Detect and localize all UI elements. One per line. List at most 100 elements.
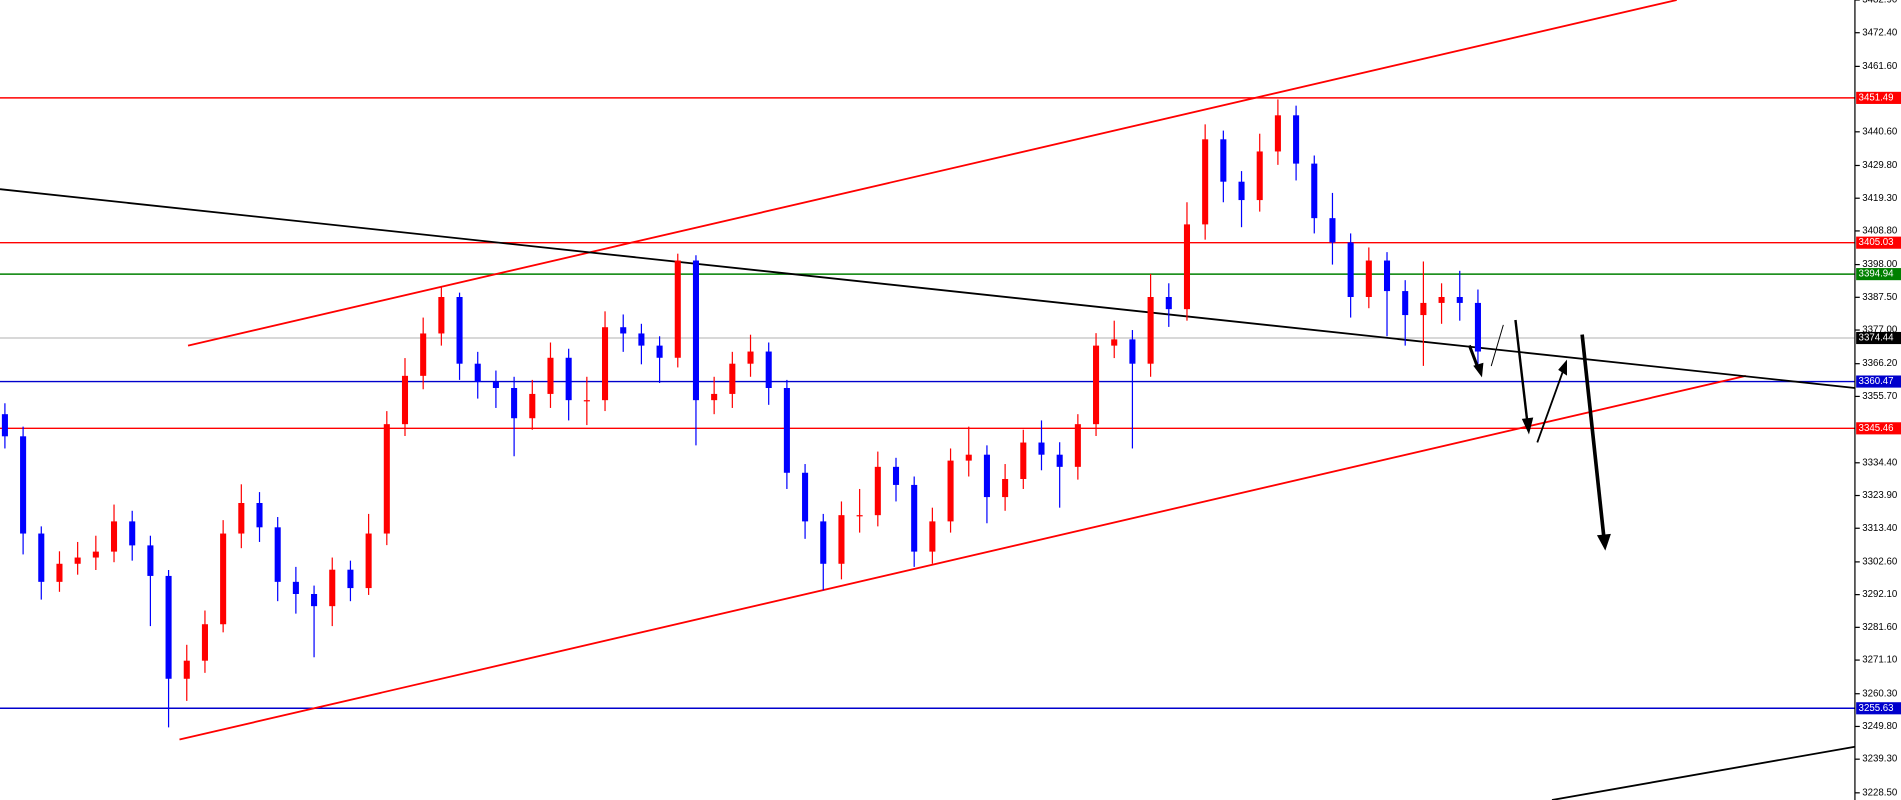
candle	[1311, 155, 1318, 234]
price-tag	[1856, 331, 1901, 345]
candle-body	[420, 333, 427, 376]
candle-body	[765, 351, 772, 389]
candle	[56, 551, 63, 592]
candle-body	[1256, 151, 1263, 201]
candle-body	[1474, 302, 1481, 352]
candle	[1456, 270, 1463, 321]
candle	[729, 351, 736, 408]
candle	[620, 314, 627, 352]
candle	[1383, 252, 1391, 337]
candle	[238, 484, 245, 549]
y-tick-label: 3387.50	[1862, 292, 1898, 303]
candle	[311, 585, 318, 658]
candle-body	[74, 557, 81, 564]
candle	[602, 311, 609, 412]
price-tag	[1856, 268, 1901, 281]
price-tag-label: 3451.49	[1859, 92, 1894, 103]
candle-body	[1111, 339, 1118, 346]
y-tick-label: 3239.30	[1862, 754, 1898, 765]
candle-body	[1456, 297, 1463, 303]
candle	[129, 510, 136, 561]
candle-body	[347, 569, 354, 589]
y-tick-label: 3398.00	[1862, 259, 1898, 270]
candle	[20, 426, 27, 555]
candle	[1165, 283, 1172, 327]
y-tick-label: 3228.50	[1862, 787, 1898, 798]
candle	[656, 336, 663, 384]
y-tick-label: 3323.90	[1862, 490, 1898, 501]
candle-body	[1056, 454, 1063, 467]
candle-body	[1220, 139, 1227, 182]
candle	[583, 376, 590, 426]
y-tick-label: 3249.80	[1862, 721, 1898, 732]
candle-body	[711, 393, 718, 401]
y-tick-label: 3419.30	[1862, 193, 1898, 204]
candle-body	[365, 533, 372, 589]
arrow-head	[1521, 417, 1534, 435]
y-tick-label: 3355.70	[1862, 391, 1898, 402]
candle-body	[1074, 424, 1081, 467]
candle	[1256, 133, 1263, 212]
candle	[1220, 130, 1227, 203]
candle	[1, 403, 8, 449]
candle-body	[565, 357, 572, 401]
y-tick-label: 3281.60	[1862, 622, 1898, 633]
candle	[692, 255, 699, 446]
candle	[401, 358, 409, 436]
price-tag-label: 3394.94	[1859, 269, 1895, 280]
candle	[1129, 330, 1136, 449]
price-tag-label: 3345.46	[1859, 423, 1894, 434]
candle-body	[656, 345, 663, 358]
candle	[474, 351, 481, 399]
candle-body	[220, 533, 227, 625]
candle-body	[638, 333, 645, 346]
y-tick-label: 3472.40	[1862, 27, 1898, 38]
candle	[856, 488, 863, 533]
candle-body	[1002, 479, 1009, 498]
candle	[1183, 202, 1191, 321]
candle-body	[92, 551, 99, 558]
candle-body	[1402, 291, 1409, 316]
candle	[1274, 99, 1281, 165]
candle-body	[129, 521, 136, 546]
candle	[1238, 171, 1245, 228]
candle	[456, 292, 463, 380]
arrow-head	[1558, 359, 1567, 376]
candle-body	[492, 381, 499, 389]
candle	[820, 513, 827, 591]
candle-body	[1129, 339, 1136, 364]
candle	[92, 535, 99, 571]
candle	[929, 507, 936, 564]
candle-body	[1293, 115, 1300, 164]
candle	[201, 610, 208, 673]
trendline	[1551, 745, 1856, 800]
candle-body	[474, 363, 481, 382]
y-tick-label: 3461.60	[1862, 61, 1898, 72]
y-tick-label: 3302.60	[1862, 556, 1898, 567]
candle-body	[20, 436, 27, 534]
candle-body	[1347, 242, 1354, 298]
candle	[347, 560, 354, 602]
candle-body	[965, 454, 972, 461]
candle	[365, 513, 372, 595]
candle	[1002, 464, 1009, 511]
candle-body	[547, 357, 554, 394]
candle-body	[1, 414, 8, 437]
candle-body	[1038, 442, 1045, 455]
price-tag-label: 3360.47	[1859, 376, 1894, 387]
candle	[1147, 273, 1154, 377]
candle	[274, 517, 281, 602]
candle	[1420, 261, 1427, 366]
candle-body	[1020, 442, 1027, 480]
y-tick-label: 3440.60	[1862, 126, 1898, 137]
candle	[383, 411, 390, 546]
candle-body	[747, 351, 754, 364]
candle-body	[1238, 181, 1245, 201]
y-tick-label: 3482.90	[1862, 0, 1898, 6]
candle	[565, 348, 572, 421]
candle	[1056, 442, 1063, 508]
candle-body	[1311, 163, 1318, 219]
price-tag	[1856, 375, 1901, 388]
candle-body	[1093, 345, 1100, 425]
